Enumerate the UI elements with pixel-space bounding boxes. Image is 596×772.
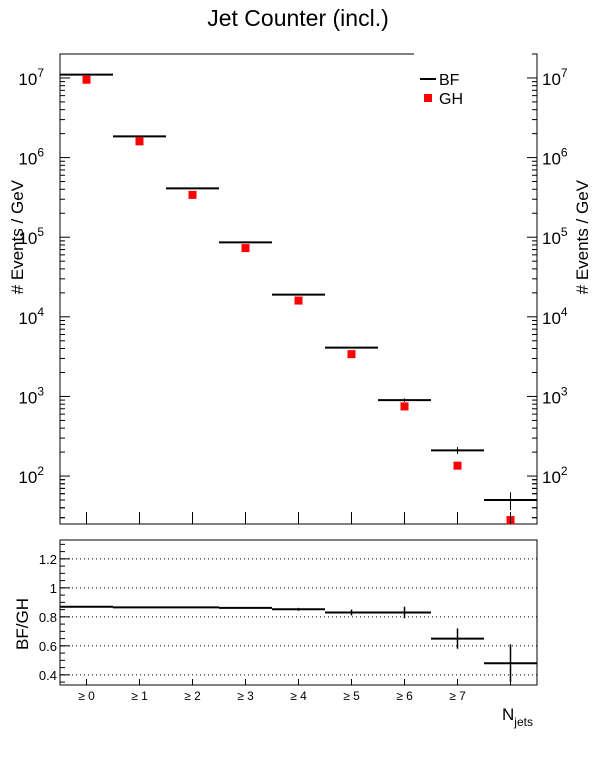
y-tick-label-right: 102 — [542, 464, 568, 487]
legend-box-mask — [414, 52, 536, 56]
gh-point — [82, 75, 91, 84]
main-data-marks — [60, 73, 537, 525]
y-tick-label-right: 106 — [542, 146, 568, 169]
x-tick-label: ≥ 0 — [78, 689, 95, 703]
y-axis-label-left: # Events / GeV — [8, 179, 27, 294]
ratio-y-tick-label: 1 — [50, 581, 57, 596]
gh-point — [347, 350, 356, 359]
y-tick-label: 105 — [18, 225, 44, 248]
y-tick-label-right: 103 — [542, 384, 568, 407]
main-y-ticks: 102 102 103 103 104 104 105 105 106 106 107 107 — [18, 53, 568, 519]
x-axis-label: Njets — [502, 705, 533, 729]
y-tick-label-right: 104 — [542, 305, 568, 328]
y-tick-label: 107 — [18, 66, 44, 89]
x-axis-label-subscript: jets — [513, 715, 533, 729]
chart-title: Jet Counter (incl.) — [207, 5, 389, 31]
x-tick-labels: ≥ 0 ≥ 1 ≥ 2 ≥ 3 ≥ 4 ≥ 5 ≥ 6 ≥ 7 — [78, 679, 511, 703]
y-axis-label-right: # Events / GeV — [573, 179, 592, 294]
ratio-y-tick-label: 0.4 — [39, 668, 57, 683]
ratio-gridlines — [60, 558, 537, 676]
gh-point — [241, 244, 250, 253]
legend-gh-marker — [424, 94, 432, 102]
ratio-y-tick-label: 0.8 — [39, 610, 57, 625]
x-tick-label: ≥ 2 — [184, 689, 201, 703]
ratio-y-ticks: 0.4 0.6 0.8 1 1.2 — [39, 543, 70, 683]
ratio-y-tick-label: 1.2 — [39, 552, 57, 567]
gh-point — [453, 461, 462, 470]
gh-point — [294, 296, 303, 305]
x-tick-label: ≥ 7 — [449, 689, 466, 703]
gh-point — [400, 402, 409, 411]
x-tick-label: ≥ 6 — [396, 689, 413, 703]
x-tick-label: ≥ 3 — [237, 689, 254, 703]
gh-point — [135, 137, 144, 146]
main-plot-frame — [59, 53, 538, 525]
gh-point — [188, 190, 197, 199]
x-tick-label: ≥ 5 — [343, 689, 360, 703]
ratio-y-tick-label: 0.6 — [39, 639, 57, 654]
y-tick-label: 106 — [18, 146, 44, 169]
legend-bf-label: BF — [439, 72, 460, 89]
ratio-data-marks — [60, 605, 537, 683]
y-tick-label-right: 105 — [542, 225, 568, 248]
legend: BF GH — [414, 52, 536, 108]
x-tick-label: ≥ 1 — [131, 689, 148, 703]
x-tick-label: ≥ 4 — [290, 689, 307, 703]
y-tick-label: 102 — [18, 464, 44, 487]
y-tick-label-right: 107 — [542, 66, 568, 89]
y-tick-label: 104 — [18, 305, 44, 328]
ratio-y-axis-label: BF/GH — [13, 598, 32, 650]
legend-gh-label: GH — [439, 91, 463, 108]
y-tick-label: 103 — [18, 384, 44, 407]
ratio-plot-frame — [59, 539, 538, 686]
